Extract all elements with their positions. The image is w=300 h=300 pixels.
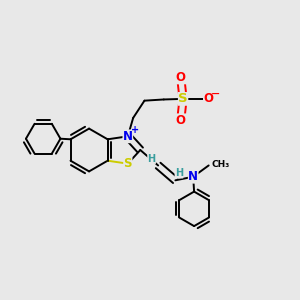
Text: H: H [148,154,156,164]
Text: O: O [203,92,213,105]
Text: CH₃: CH₃ [211,160,229,169]
Text: N: N [188,170,198,183]
Text: O: O [176,114,186,127]
Text: +: + [131,125,139,135]
Text: O: O [176,71,186,84]
Text: N: N [123,130,133,143]
Text: S: S [124,157,132,170]
Text: S: S [178,92,188,105]
Text: H: H [175,168,183,178]
Text: −: − [211,88,220,98]
